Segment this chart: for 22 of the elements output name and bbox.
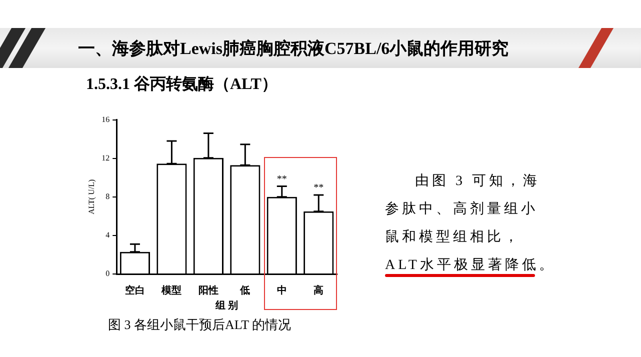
annotation: ** <box>276 174 287 185</box>
x-tick-label: 模型 <box>160 284 182 297</box>
y-tick-label: 16 <box>102 114 110 124</box>
text: 由图 3 可知，海 <box>414 172 541 191</box>
y-axis-title: ALT( U/L) <box>86 179 96 214</box>
text: ALT水平极显著降低。 <box>385 256 556 275</box>
y-tick-label: 4 <box>106 230 110 240</box>
x-tick-label: 高 <box>314 284 324 297</box>
y-tick-label: 0 <box>106 269 110 278</box>
chart-title: 一、海参肽对Lewis肺癌胸腔积液C57BL/6小鼠的作用研究 <box>78 38 509 60</box>
x-tick-label: 阳性 <box>198 284 218 297</box>
x-axis-title: 组 别 <box>214 300 238 312</box>
x-tick-label: 中 <box>276 284 287 297</box>
x-tick-label: 低 <box>239 284 250 297</box>
y-tick-label: 8 <box>106 192 110 201</box>
x-tick-label: 空白 <box>124 284 145 297</box>
y-tick-label: 12 <box>102 153 110 162</box>
caption: 图 3 各组小鼠干预后ALT 的情况 <box>108 316 292 334</box>
text: 参肽中、高剂量组小 <box>385 200 539 219</box>
annotation: ** <box>314 182 324 194</box>
chart-subtitle: 1.5.3.1 谷丙转氨酶（ALT） <box>86 74 278 95</box>
text: 鼠和模型组相比， <box>385 228 522 247</box>
